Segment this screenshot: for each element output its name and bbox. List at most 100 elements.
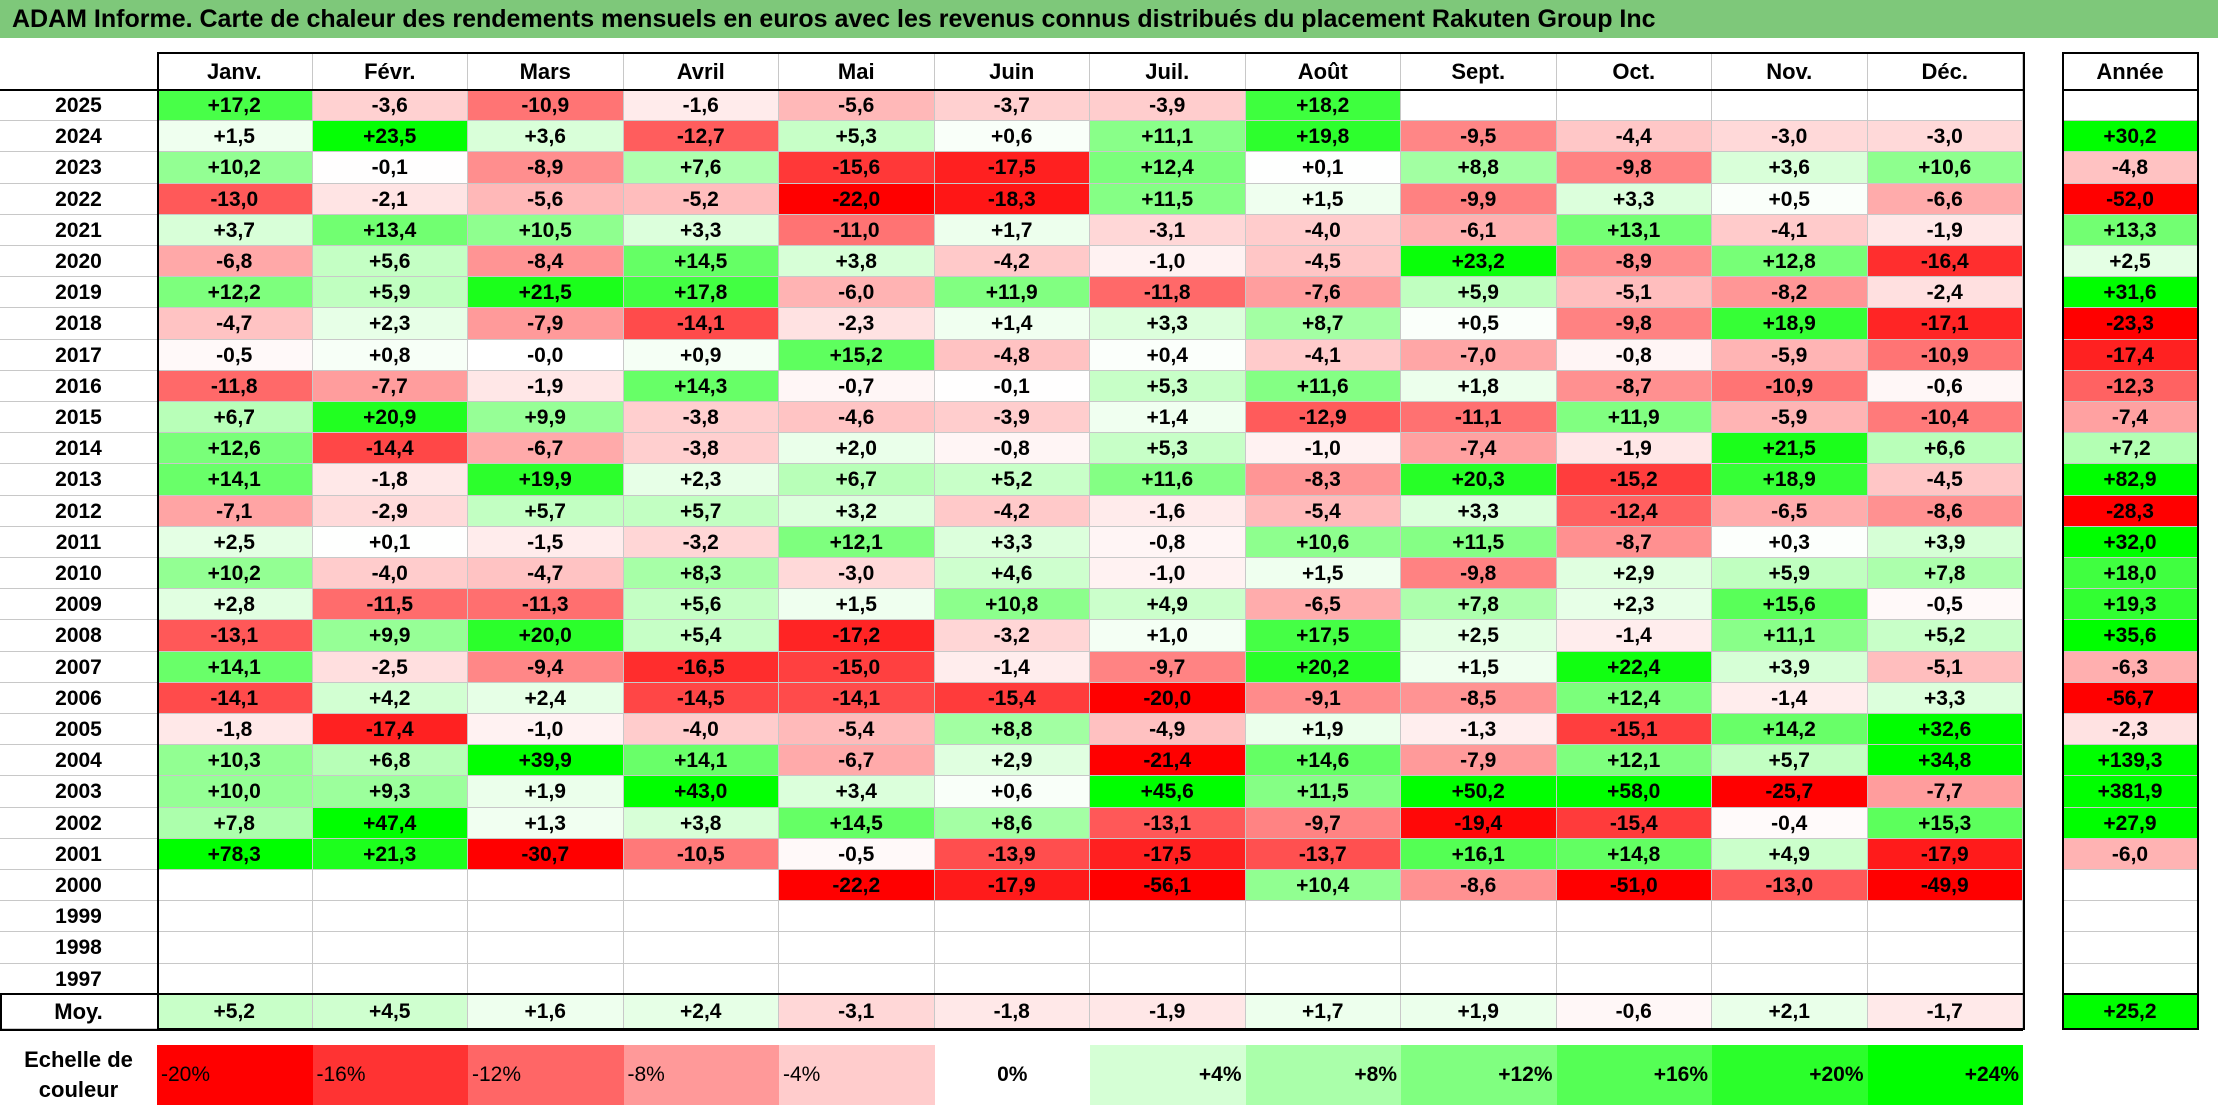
heatmap-cell: +10,6 <box>1245 526 1401 558</box>
scale-swatch: -16% <box>312 1045 468 1105</box>
heatmap-cell: -3,8 <box>623 402 779 434</box>
heatmap-cell: +0,3 <box>1712 526 1868 558</box>
heatmap-cell: +5,7 <box>468 495 624 527</box>
heatmap-cell: -3,0 <box>779 558 935 590</box>
heatmap-cell: +4,6 <box>934 558 1090 590</box>
heatmap-cell: +3,6 <box>1712 152 1868 184</box>
heatmap-cell: -4,0 <box>312 558 468 590</box>
heatmap-cell <box>1401 90 1557 122</box>
heatmap-cell: -8,3 <box>1245 464 1401 496</box>
heatmap-cell: -22,0 <box>779 183 935 215</box>
heatmap-cell: +34,8 <box>1867 745 2023 777</box>
column-header: Mai <box>779 53 935 90</box>
scale-swatch: +8% <box>1245 1045 1401 1105</box>
heatmap-cell: -2,9 <box>312 495 468 527</box>
year-label: 2020 <box>0 246 157 278</box>
annual-cell: -56,7 <box>2063 682 2198 714</box>
heatmap-cell: +0,5 <box>1401 308 1557 340</box>
heatmap-cell: +10,3 <box>157 745 313 777</box>
heatmap-cell <box>934 963 1090 995</box>
heatmap-cell: -7,7 <box>312 370 468 402</box>
heatmap-cell <box>779 963 935 995</box>
heatmap-cell: -1,0 <box>1245 433 1401 465</box>
average-cell: +1,6 <box>468 994 624 1029</box>
heatmap-cell: -3,0 <box>1867 121 2023 153</box>
annual-cell: +82,9 <box>2063 464 2198 496</box>
column-header: Avril <box>623 53 779 90</box>
heatmap-cell: +21,3 <box>312 838 468 870</box>
heatmap-cell: +47,4 <box>312 807 468 839</box>
heatmap-cell: +32,6 <box>1867 714 2023 746</box>
annual-cell: +381,9 <box>2063 776 2198 808</box>
heatmap-cell: +3,4 <box>779 776 935 808</box>
heatmap-cell: +39,9 <box>468 745 624 777</box>
average-cell: +5,2 <box>157 994 313 1029</box>
heatmap-cell: +4,9 <box>1712 838 1868 870</box>
heatmap-cell: +3,7 <box>157 214 313 246</box>
column-header: Nov. <box>1712 53 1868 90</box>
heatmap-cell: +11,5 <box>1245 776 1401 808</box>
heatmap-cell: +5,4 <box>623 620 779 652</box>
column-header: Déc. <box>1867 53 2023 90</box>
heatmap-cell: -4,2 <box>934 495 1090 527</box>
heatmap-cell: -8,5 <box>1401 682 1557 714</box>
heatmap-cell <box>623 901 779 933</box>
average-cell: -1,9 <box>1090 994 1246 1029</box>
heatmap-cell: -9,8 <box>1556 308 1712 340</box>
annual-cell: +35,6 <box>2063 620 2198 652</box>
heatmap-cell: -7,6 <box>1245 277 1401 309</box>
heatmap-cell: +9,3 <box>312 776 468 808</box>
heatmap-cell: -10,9 <box>1867 339 2023 371</box>
heatmap-cell: +9,9 <box>468 402 624 434</box>
heatmap-cell: +5,7 <box>1712 745 1868 777</box>
heatmap-cell: -9,7 <box>1090 651 1246 683</box>
heatmap-cell: -2,1 <box>312 183 468 215</box>
heatmap-cell: -5,1 <box>1556 277 1712 309</box>
scale-label: Echelle de couleur <box>24 1047 133 1102</box>
heatmap-cell: +1,4 <box>934 308 1090 340</box>
heatmap-cell: -14,4 <box>312 433 468 465</box>
heatmap-cell <box>623 963 779 995</box>
heatmap-cell: +12,8 <box>1712 246 1868 278</box>
heatmap-cell: +7,8 <box>157 807 313 839</box>
heatmap-cell: -3,8 <box>623 433 779 465</box>
annual-cell: +31,6 <box>2063 277 2198 309</box>
heatmap-cell: +2,8 <box>157 589 313 621</box>
year-label: 2011 <box>0 527 157 558</box>
heatmap-cell: +3,3 <box>1401 495 1557 527</box>
heatmap-cell: +6,6 <box>1867 433 2023 465</box>
heatmap-cell: -11,8 <box>157 370 313 402</box>
heatmap-cell: -1,9 <box>1867 214 2023 246</box>
heatmap-cell: +11,1 <box>1712 620 1868 652</box>
heatmap-cell: +15,3 <box>1867 807 2023 839</box>
scale-swatch: +4% <box>1090 1045 1246 1105</box>
heatmap-cell: +11,9 <box>934 277 1090 309</box>
heatmap-cell: +10,6 <box>1867 152 2023 184</box>
heatmap-cell: -19,4 <box>1401 807 1557 839</box>
heatmap-cell: -25,7 <box>1712 776 1868 808</box>
scale-swatch: -4% <box>779 1045 935 1105</box>
heatmap-cell: -1,0 <box>1090 558 1246 590</box>
heatmap-cell: -11,0 <box>779 214 935 246</box>
heatmap-cell: +21,5 <box>1712 433 1868 465</box>
header-separator-annual <box>2063 89 2198 91</box>
heatmap-cell: -1,6 <box>1090 495 1246 527</box>
heatmap-cell: -6,7 <box>468 433 624 465</box>
heatmap-cell: +0,4 <box>1090 339 1246 371</box>
heatmap-cell: -8,6 <box>1401 870 1557 902</box>
heatmap-cell: +17,8 <box>623 277 779 309</box>
heatmap-cell: +6,8 <box>312 745 468 777</box>
heatmap-cell: +14,5 <box>623 246 779 278</box>
heatmap-cell: -0,7 <box>779 370 935 402</box>
year-label: 2006 <box>0 683 157 714</box>
column-header: Juil. <box>1090 53 1246 90</box>
heatmap-cell: +0,6 <box>934 776 1090 808</box>
heatmap-cell: +12,6 <box>157 433 313 465</box>
heatmap-cell: +0,9 <box>623 339 779 371</box>
heatmap-cell: -0,4 <box>1712 807 1868 839</box>
annual-cell <box>2063 870 2198 902</box>
heatmap-cell: -2,3 <box>779 308 935 340</box>
heatmap-cell: -17,5 <box>1090 838 1246 870</box>
heatmap-cell: +14,5 <box>779 807 935 839</box>
heatmap-cell: +0,1 <box>1245 152 1401 184</box>
